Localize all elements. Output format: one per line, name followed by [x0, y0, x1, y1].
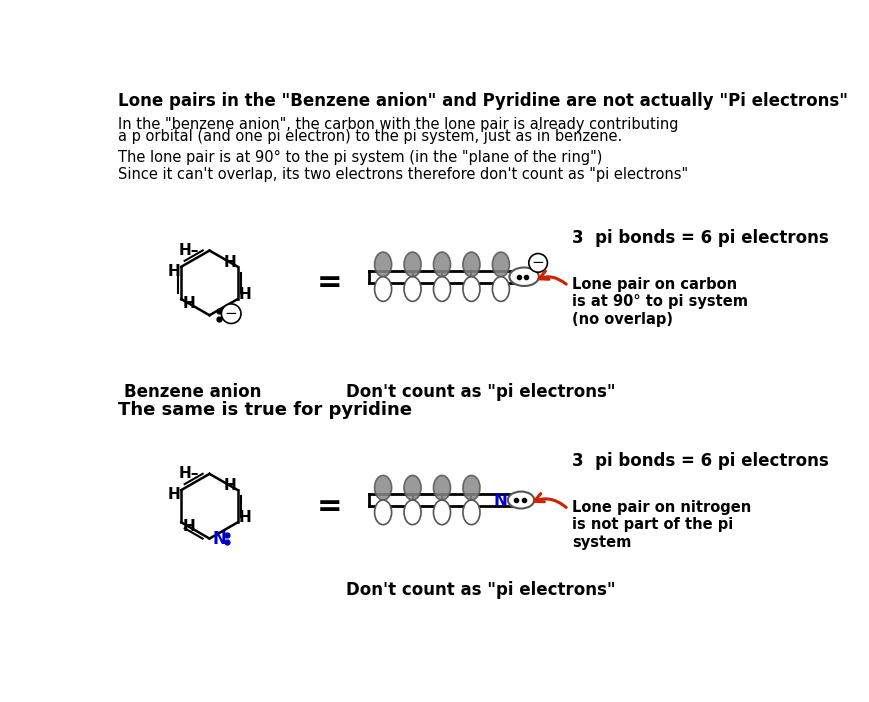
Ellipse shape [492, 252, 509, 277]
Text: H–: H– [178, 466, 198, 482]
Ellipse shape [375, 277, 391, 301]
Text: a p orbital (and one pi electron) to the pi system, just as in benzene.: a p orbital (and one pi electron) to the… [118, 129, 621, 144]
Text: 3  pi bonds = 6 pi electrons: 3 pi bonds = 6 pi electrons [572, 452, 828, 470]
FancyArrowPatch shape [534, 494, 566, 508]
FancyArrowPatch shape [539, 271, 566, 284]
Ellipse shape [403, 277, 421, 301]
Ellipse shape [433, 475, 450, 500]
Ellipse shape [403, 500, 421, 524]
Text: Lone pairs in the "Benzene anion" and Pyridine are not actually "Pi electrons": Lone pairs in the "Benzene anion" and Py… [118, 92, 847, 110]
Text: In the "benzene anion", the carbon with the lone pair is already contributing: In the "benzene anion", the carbon with … [118, 117, 678, 131]
Text: H: H [167, 487, 180, 502]
Ellipse shape [462, 500, 480, 524]
Text: H: H [223, 255, 236, 270]
Text: Don't count as "pi electrons": Don't count as "pi electrons" [346, 383, 615, 401]
Text: H: H [239, 510, 251, 525]
Text: 3  pi bonds = 6 pi electrons: 3 pi bonds = 6 pi electrons [572, 229, 828, 247]
Text: =: = [316, 268, 342, 298]
Ellipse shape [433, 277, 450, 301]
Ellipse shape [507, 491, 534, 508]
Text: Lone pair on nitrogen
is not part of the pi
system: Lone pair on nitrogen is not part of the… [572, 500, 751, 550]
Text: N: N [494, 492, 507, 510]
Text: The lone pair is at 90° to the pi system (in the "plane of the ring"): The lone pair is at 90° to the pi system… [118, 150, 601, 165]
Ellipse shape [509, 267, 538, 286]
Ellipse shape [462, 277, 480, 301]
Ellipse shape [375, 475, 391, 500]
Ellipse shape [375, 252, 391, 277]
Text: Don't count as "pi electrons": Don't count as "pi electrons" [346, 581, 615, 599]
Text: H: H [223, 478, 236, 493]
Text: H: H [182, 296, 196, 311]
Ellipse shape [492, 277, 509, 301]
Ellipse shape [462, 475, 480, 500]
Text: H: H [239, 287, 251, 302]
Text: Since it can't overlap, its two electrons therefore don't count as "pi electrons: Since it can't overlap, its two electron… [118, 167, 687, 183]
Ellipse shape [403, 252, 421, 277]
Text: H–: H– [178, 243, 198, 258]
Text: H: H [182, 519, 196, 534]
Ellipse shape [433, 500, 450, 524]
Text: H: H [167, 264, 180, 279]
Ellipse shape [462, 252, 480, 277]
Text: −: − [531, 256, 544, 270]
Text: −: − [224, 306, 237, 322]
Text: Benzene anion: Benzene anion [124, 383, 262, 401]
Text: The same is true for pyridine: The same is true for pyridine [118, 402, 412, 420]
Text: =: = [316, 491, 342, 521]
Ellipse shape [403, 475, 421, 500]
Text: N: N [212, 529, 226, 548]
Text: Lone pair on carbon
is at 90° to pi system
(no overlap): Lone pair on carbon is at 90° to pi syst… [572, 277, 747, 326]
Ellipse shape [433, 252, 450, 277]
Ellipse shape [375, 500, 391, 524]
